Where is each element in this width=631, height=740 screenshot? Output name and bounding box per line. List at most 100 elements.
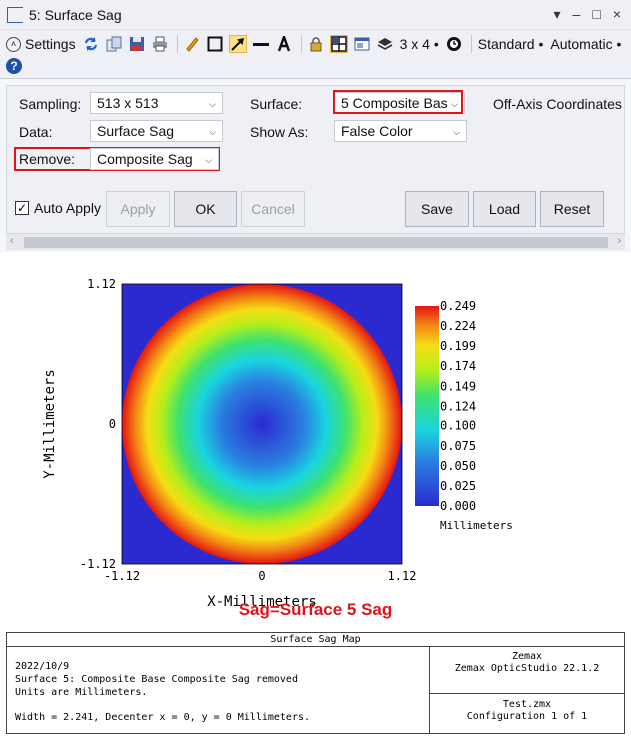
copy-button[interactable] xyxy=(104,33,124,55)
refresh-icon xyxy=(84,37,97,51)
y-tick-label: 0 xyxy=(109,417,116,431)
window-layout-button[interactable] xyxy=(352,33,372,55)
caption-annotation: Sag=Surface 5 Sag xyxy=(238,600,393,619)
colorbar-tick-label: 0.149 xyxy=(440,379,476,393)
toolbar-divider xyxy=(176,35,178,53)
standard-dropdown[interactable]: Standard • xyxy=(477,36,544,52)
x-axis-label: X-Millimeters xyxy=(207,594,317,610)
colorbar-tick-label: 0.050 xyxy=(440,459,476,473)
data-select[interactable]: Surface Sag ⌵ xyxy=(90,120,223,142)
save-button[interactable]: Save xyxy=(405,191,469,227)
window-controls: ▾ – □ × xyxy=(554,6,621,23)
grid-button[interactable] xyxy=(329,33,349,55)
sampling-select[interactable]: 513 x 513 ⌵ xyxy=(90,92,223,114)
save-icon xyxy=(129,37,144,51)
load-button[interactable]: Load xyxy=(473,191,536,227)
x-tick-label: -1.12 xyxy=(104,569,140,583)
chevron-left-icon[interactable]: ‹ xyxy=(10,235,14,247)
layers-button[interactable] xyxy=(375,33,395,55)
remove-select[interactable]: Composite Sag ⌵ xyxy=(90,148,219,170)
toolbar-divider xyxy=(470,35,472,53)
y-tick-label: 1.12 xyxy=(87,277,116,291)
surface-value: 5 Composite Bas xyxy=(341,95,448,111)
toolbar: ˄ Settings xyxy=(0,30,631,78)
layers-icon xyxy=(377,38,392,50)
window-title: 5: Surface Sag xyxy=(29,6,122,23)
automatic-dropdown[interactable]: Automatic • xyxy=(550,36,622,52)
surface-label: Surface: xyxy=(250,96,303,112)
window-icon xyxy=(7,6,23,23)
arrow-tool-button[interactable] xyxy=(228,33,248,55)
cancel-button[interactable]: Cancel xyxy=(241,191,305,227)
apply-button[interactable]: Apply xyxy=(106,191,170,227)
colorbar-tick-label: 0.174 xyxy=(440,359,476,373)
minimize-icon[interactable]: – xyxy=(572,6,581,22)
pencil-button[interactable] xyxy=(182,33,202,55)
settings-label: Settings xyxy=(25,36,76,52)
off-axis-label: Off-Axis Coordinates xyxy=(493,96,622,112)
colorbar xyxy=(415,306,439,506)
auto-apply-checkbox[interactable]: ✓ xyxy=(15,201,29,215)
horizontal-scrollbar[interactable]: ‹ › xyxy=(6,233,625,250)
y-tick-labels: 1.12 0 -1.12 xyxy=(80,277,116,571)
info-line1: Surface 5: Composite Base Composite Sag … xyxy=(15,674,298,685)
info-date: 2022/10/9 xyxy=(15,661,70,672)
surface-select[interactable]: 5 Composite Bas ⌵ xyxy=(334,92,465,114)
info-config: Configuration 1 of 1 xyxy=(466,711,588,722)
layout-grid-button[interactable]: 3 x 4 • xyxy=(399,36,439,52)
scrollbar-thumb[interactable] xyxy=(24,237,608,248)
plot-area: X-Millimeters Y-Millimeters -1.12 0 1.12 1… xyxy=(0,252,631,632)
chevron-right-icon[interactable]: › xyxy=(617,235,621,247)
window-icon xyxy=(354,37,370,51)
info-file: Test.zmx xyxy=(502,699,552,710)
rectangle-button[interactable] xyxy=(205,33,225,55)
y-tick-label: -1.12 xyxy=(80,557,116,571)
info-line2: Units are Millimeters. xyxy=(15,687,148,698)
colorbar-tick-labels: 0.249 0.224 0.199 0.174 0.149 0.124 0.100 0.075… xyxy=(440,299,476,513)
settings-button[interactable]: ˄ Settings xyxy=(4,33,78,55)
copy-icon xyxy=(106,36,122,52)
text-icon xyxy=(277,36,290,52)
close-icon[interactable]: × xyxy=(612,6,621,22)
timer-button[interactable] xyxy=(444,33,464,55)
x-tick-labels: -1.12 0 1.12 xyxy=(104,569,417,583)
save-image-button[interactable] xyxy=(127,33,147,55)
reset-button[interactable]: Reset xyxy=(540,191,604,227)
menu-dropdown-icon[interactable]: ▾ xyxy=(553,6,561,22)
info-product: Zemax OpticStudio 22.1.2 xyxy=(454,663,600,674)
chevron-down-icon: ⌵ xyxy=(205,155,212,165)
info-panel: Surface Sag Map 2022/10/9 Surface 5: Com… xyxy=(6,632,625,734)
sampling-label: Sampling: xyxy=(19,96,82,112)
print-button[interactable] xyxy=(150,33,170,55)
title-bar: 5: Surface Sag ▾ – □ × xyxy=(0,0,631,30)
colorbar-tick-label: 0.000 xyxy=(440,499,476,513)
sampling-value: 513 x 513 xyxy=(97,95,159,111)
chevron-down-icon: ⌵ xyxy=(209,99,216,109)
info-header: Surface Sag Map xyxy=(7,633,624,647)
surface-highlight xyxy=(333,90,463,114)
line-tool-button[interactable] xyxy=(251,33,271,55)
colorbar-tick-label: 0.025 xyxy=(440,479,476,493)
x-tick-label: 0 xyxy=(258,569,265,583)
chevron-down-icon: ⌵ xyxy=(451,99,458,109)
colorbar-tick-label: 0.199 xyxy=(440,339,476,353)
text-tool-button[interactable] xyxy=(274,33,294,55)
refresh-button[interactable] xyxy=(81,33,101,55)
lock-button[interactable] xyxy=(306,33,326,55)
remove-label: Remove: xyxy=(19,151,76,167)
sag-map-disk xyxy=(122,284,402,564)
colorbar-tick-label: 0.249 xyxy=(440,299,476,313)
colorbar-tick-label: 0.224 xyxy=(440,319,476,333)
data-value: Surface Sag xyxy=(97,123,175,139)
colorbar-tick-label: 0.124 xyxy=(440,399,476,413)
grid-icon xyxy=(329,35,348,53)
help-icon[interactable]: ? xyxy=(6,58,22,74)
ok-button[interactable]: OK xyxy=(174,191,237,227)
colorbar-tick-label: 0.075 xyxy=(440,439,476,453)
chevron-down-icon: ⌵ xyxy=(453,127,460,137)
print-icon xyxy=(152,36,167,52)
sag-map-chart: X-Millimeters Y-Millimeters -1.12 0 1.12 1… xyxy=(42,277,513,610)
maximize-icon[interactable]: □ xyxy=(592,6,601,22)
data-label: Data: xyxy=(19,124,53,140)
show-as-select[interactable]: False Color ⌵ xyxy=(334,120,467,142)
